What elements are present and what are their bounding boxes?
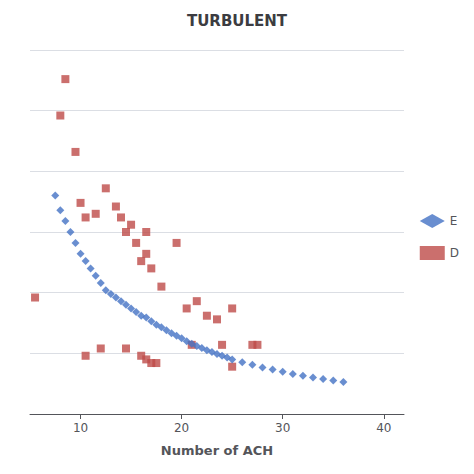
svg-text:TURBULENT: TURBULENT [187, 12, 288, 30]
svg-text:D: D [450, 246, 459, 260]
svg-text:Number of ACH: Number of ACH [161, 443, 273, 458]
svg-text:20: 20 [174, 421, 189, 435]
svg-text:40: 40 [376, 421, 391, 435]
svg-text:30: 30 [275, 421, 290, 435]
svg-text:10: 10 [73, 421, 88, 435]
svg-text:E: E [450, 214, 458, 228]
